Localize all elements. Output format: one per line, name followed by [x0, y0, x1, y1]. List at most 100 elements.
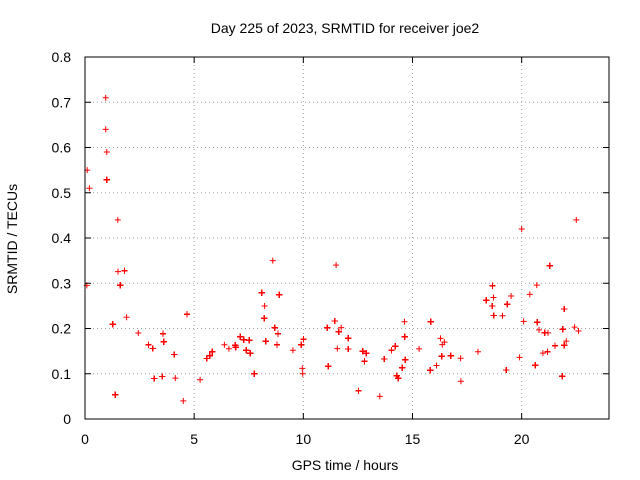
data-point	[338, 324, 345, 331]
data-point	[86, 185, 93, 192]
x-axis-label: GPS time / hours	[292, 457, 399, 473]
data-point	[392, 343, 399, 350]
data-point	[416, 345, 423, 352]
data-point	[499, 312, 506, 319]
data-point	[103, 176, 110, 183]
y-tick-label: 0	[63, 411, 71, 427]
data-point	[180, 397, 187, 404]
data-point	[172, 375, 179, 382]
data-point	[395, 375, 402, 382]
data-point	[145, 341, 152, 348]
data-point	[516, 354, 523, 361]
data-point	[221, 341, 228, 348]
data-points	[83, 94, 582, 404]
data-point	[240, 336, 247, 343]
data-point	[289, 347, 296, 354]
data-point	[247, 350, 254, 357]
data-point	[508, 293, 515, 299]
data-point	[489, 282, 496, 289]
data-point	[103, 149, 110, 155]
data-point	[171, 351, 178, 358]
data-point	[533, 282, 540, 289]
data-point	[112, 391, 119, 398]
data-point	[151, 375, 158, 382]
data-point	[388, 347, 395, 354]
data-point	[483, 297, 490, 304]
data-point	[203, 355, 210, 362]
data-point	[334, 345, 341, 352]
data-point	[299, 365, 306, 372]
data-point	[115, 268, 121, 275]
data-point	[298, 341, 305, 348]
data-point	[534, 319, 541, 326]
data-point	[559, 326, 566, 333]
data-point	[160, 338, 167, 345]
data-point	[361, 358, 368, 365]
data-point	[102, 126, 109, 133]
data-point	[526, 291, 533, 298]
data-point	[544, 348, 551, 355]
data-point	[552, 342, 558, 349]
axis-ticks: 0 5 10 15 20 0 0.1 0.2 0.3 0.4 0.5 0.6 0.7 0.8	[52, 49, 609, 447]
data-point	[433, 362, 440, 369]
data-point	[573, 216, 580, 223]
data-point	[237, 333, 244, 340]
data-point	[438, 353, 445, 360]
data-point	[123, 314, 130, 321]
data-point	[102, 94, 109, 101]
data-point	[518, 226, 525, 232]
data-point	[345, 335, 352, 342]
data-point	[532, 362, 539, 369]
y-tick-label: 0.1	[52, 366, 72, 382]
data-point	[475, 348, 481, 355]
data-point	[209, 348, 216, 355]
data-point	[437, 335, 444, 342]
y-tick-label: 0.5	[52, 185, 72, 201]
y-tick-label: 0.4	[52, 230, 72, 246]
data-point	[232, 342, 239, 349]
data-point	[276, 291, 283, 298]
data-point	[399, 364, 406, 371]
data-point	[258, 289, 265, 296]
data-point	[271, 324, 278, 331]
data-point	[206, 352, 213, 359]
grid	[85, 57, 609, 419]
data-point	[539, 350, 546, 357]
data-point	[333, 262, 340, 269]
data-point	[563, 338, 570, 345]
data-point	[575, 328, 582, 334]
data-point	[457, 355, 464, 362]
data-point	[109, 321, 116, 328]
data-point	[274, 341, 280, 348]
data-point	[261, 303, 268, 309]
y-tick-label: 0.3	[52, 275, 72, 291]
data-point	[489, 303, 496, 309]
data-point	[262, 338, 269, 345]
data-point	[160, 330, 166, 337]
data-point	[561, 342, 568, 349]
data-point	[402, 356, 409, 363]
data-point	[149, 345, 156, 352]
data-point	[571, 324, 578, 331]
data-point	[159, 373, 166, 380]
data-point	[441, 339, 448, 346]
y-tick-label: 0.7	[52, 94, 72, 110]
data-point	[427, 367, 434, 374]
data-point	[246, 337, 253, 344]
data-point	[541, 329, 548, 336]
data-point	[401, 333, 408, 340]
data-point	[536, 326, 542, 333]
data-point	[376, 393, 383, 400]
data-point	[355, 387, 362, 394]
data-point	[114, 216, 121, 223]
data-point	[401, 318, 408, 325]
data-point	[269, 257, 276, 264]
x-tick-label: 5	[190, 431, 198, 447]
data-point	[427, 318, 434, 325]
data-point	[546, 262, 553, 269]
data-point	[490, 294, 497, 301]
data-point	[117, 282, 124, 289]
data-point	[345, 346, 352, 352]
x-tick-label: 15	[405, 431, 421, 447]
data-point	[135, 330, 142, 336]
